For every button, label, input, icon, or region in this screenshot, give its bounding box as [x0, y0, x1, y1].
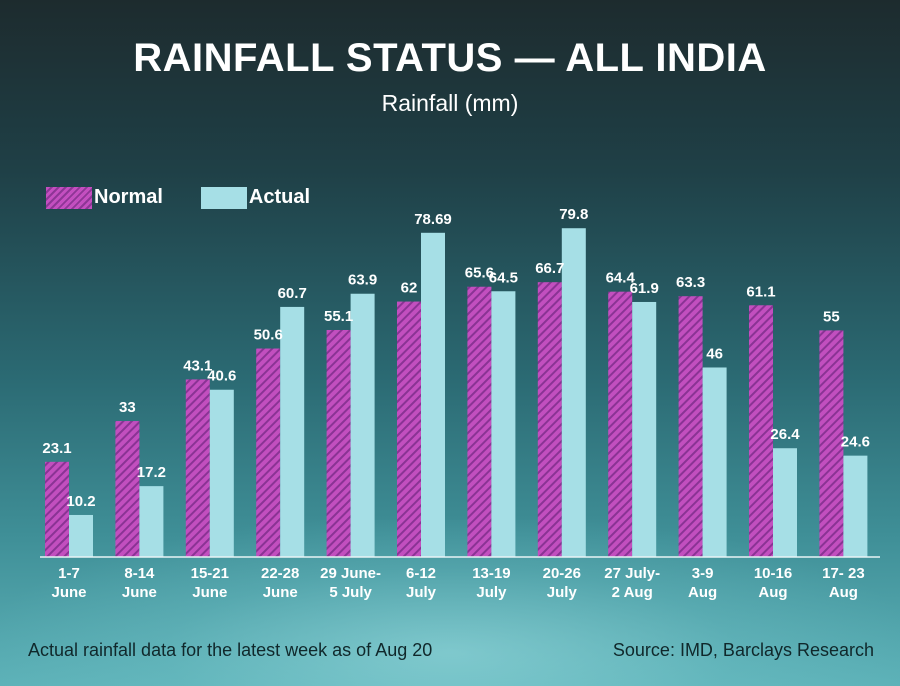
chart-subtitle: Rainfall (mm)	[381, 90, 519, 116]
value-label-actual-3: 40.6	[207, 368, 236, 385]
value-label-actual-1: 10.2	[66, 493, 95, 510]
bar-normal-8	[537, 282, 562, 557]
x-tick-label-2-line-1: 8-14	[124, 565, 155, 582]
value-label-normal-1: 23.1	[42, 440, 71, 457]
bar-actual-6	[421, 232, 445, 558]
bar-actual-3	[209, 389, 234, 557]
legend-label-normal: Normal	[94, 186, 163, 208]
bar-normal-9	[608, 291, 633, 557]
bar-actual-12	[843, 455, 868, 557]
x-tick-label-7-line-1: 13-19	[472, 565, 510, 582]
value-label-normal-2: 33	[119, 399, 136, 416]
value-label-actual-6: 78.69	[414, 211, 452, 228]
value-label-actual-11: 26.4	[770, 426, 800, 443]
x-tick-label-8-line-1: 20-26	[543, 565, 581, 582]
x-tick-label-10-line-2: Aug	[688, 584, 717, 601]
bar-actual-7	[491, 291, 516, 557]
x-tick-label-5-line-2: 5 July	[329, 584, 372, 601]
bar-normal-1	[45, 461, 69, 557]
x-tick-label-9-line-1: 27 July-	[604, 565, 660, 582]
x-tick-label-3-line-1: 15-21	[191, 565, 229, 582]
value-label-normal-10: 63.3	[676, 274, 705, 291]
legend-label-actual: Actual	[248, 186, 311, 208]
x-tick-label-1-line-2: June	[51, 584, 86, 601]
bar-normal-10	[678, 296, 703, 557]
x-tick-label-3-line-2: June	[192, 584, 227, 601]
bar-normal-3	[185, 379, 210, 557]
x-tick-label-4-line-2: June	[263, 584, 298, 601]
x-tick-label-2-line-2: June	[122, 584, 157, 601]
chart-title: RAINFALL STATUS — ALL INDIA	[133, 36, 767, 80]
x-tick-label-7-line-2: July	[476, 584, 507, 601]
value-label-normal-11: 61.1	[746, 283, 775, 300]
footnote: Actual rainfall data for the latest week…	[28, 640, 433, 660]
bar-actual-9	[632, 301, 657, 557]
value-label-actual-10: 46	[706, 345, 723, 362]
x-tick-label-12-line-2: Aug	[829, 584, 858, 601]
bar-actual-5	[350, 293, 375, 557]
source-note: Source: IMD, Barclays Research	[612, 640, 874, 660]
value-label-normal-3: 43.1	[183, 357, 212, 374]
value-label-actual-5: 63.9	[348, 272, 377, 289]
value-label-normal-9: 64.4	[606, 270, 636, 287]
bar-normal-7	[467, 286, 492, 557]
x-tick-label-6-line-1: 6-12	[406, 565, 436, 582]
value-label-actual-7: 64.5	[489, 269, 518, 286]
x-tick-label-8-line-2: July	[547, 584, 578, 601]
bar-actual-1	[69, 514, 93, 557]
bars-group	[45, 228, 868, 558]
value-label-actual-12: 24.6	[841, 434, 870, 451]
x-tick-label-9-line-2: 2 Aug	[612, 584, 653, 601]
x-tick-label-11-line-1: 10-16	[754, 565, 792, 582]
value-label-normal-6: 62	[401, 280, 418, 297]
bar-normal-6	[397, 301, 421, 557]
bar-normal-12	[819, 330, 844, 557]
value-label-actual-2: 17.2	[137, 464, 166, 481]
value-label-normal-7: 65.6	[465, 265, 494, 282]
bar-normal-2	[115, 421, 140, 557]
bar-normal-11	[749, 305, 773, 557]
x-tick-label-11-line-2: Aug	[758, 584, 787, 601]
bar-actual-8	[561, 228, 586, 557]
legend-swatch-normal	[46, 186, 92, 209]
value-label-normal-4: 50.6	[254, 327, 283, 344]
x-tick-label-4-line-1: 22-28	[261, 565, 299, 582]
x-tick-label-12-line-1: 17- 23	[822, 565, 865, 582]
x-tick-label-6-line-2: July	[406, 584, 437, 601]
value-label-actual-4: 60.7	[278, 285, 307, 302]
value-label-normal-12: 55	[823, 308, 840, 325]
bar-normal-5	[326, 329, 351, 557]
value-label-normal-5: 55.1	[324, 308, 353, 325]
bar-actual-4	[280, 306, 305, 557]
value-label-actual-9: 61.9	[630, 280, 659, 297]
value-label-actual-8: 79.8	[559, 206, 588, 223]
bar-normal-4	[256, 348, 281, 557]
legend: Normal Actual	[46, 186, 348, 209]
x-tick-label-5-line-1: 29 June-	[320, 565, 381, 582]
x-tick-label-1-line-1: 1-7	[58, 565, 80, 582]
value-label-normal-8: 66.7	[535, 260, 564, 277]
x-tick-label-10-line-1: 3-9	[692, 565, 714, 582]
labels-group: 23.1 10.2 1-7 June 33 17.2 8-14 June 43.140.6 15-…	[42, 206, 870, 601]
legend-swatch-actual	[200, 186, 247, 209]
bar-actual-10	[702, 367, 727, 557]
bar-actual-11	[773, 448, 797, 557]
bar-actual-2	[139, 486, 164, 557]
